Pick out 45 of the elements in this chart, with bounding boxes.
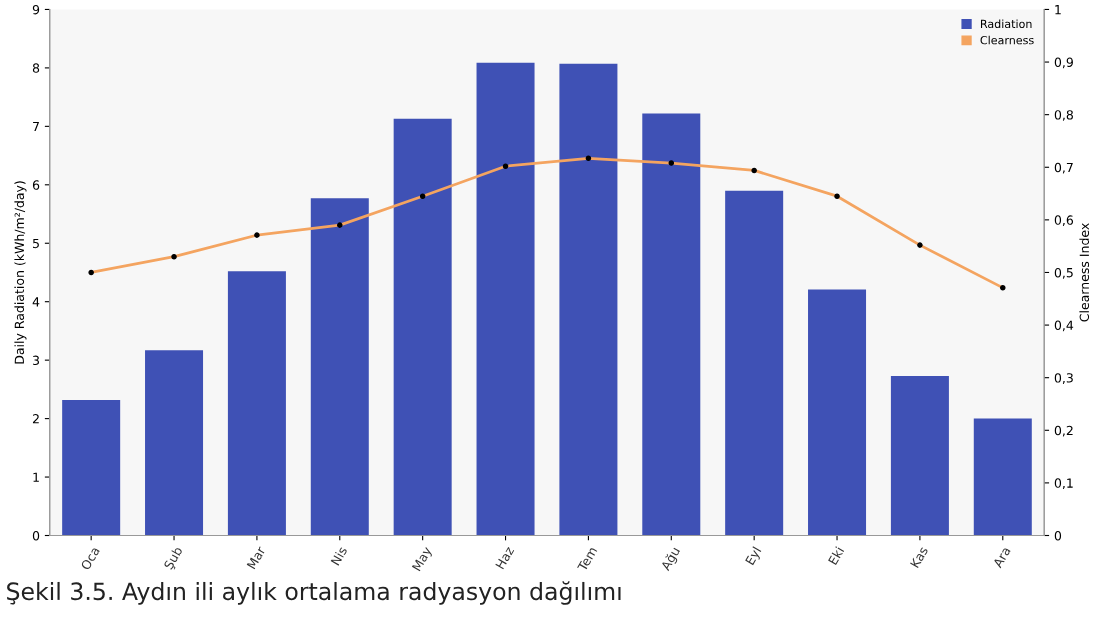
y-tick-label: 4: [32, 297, 40, 307]
y-tick-label: 1: [33, 472, 39, 482]
bar: [227, 271, 286, 536]
bar: [145, 350, 204, 536]
x-tick-label: Ara: [992, 546, 1011, 569]
bar: [310, 198, 369, 536]
y-tick-label: 8: [32, 63, 40, 73]
x-tick-label: Oca: [80, 546, 100, 571]
y2-tick-label: 0,4: [1054, 320, 1074, 332]
y2-tick-label: 0,1: [1054, 478, 1073, 490]
bar: [62, 399, 121, 536]
y2-tick-label: 0: [1054, 530, 1062, 541]
y2-tick-label: 0,8: [1054, 110, 1073, 121]
y2-tick-label: 1: [1055, 5, 1061, 15]
y2-tick-label: 0,2: [1054, 425, 1073, 437]
bar: [973, 418, 1032, 536]
x-tick-label: Eki: [827, 546, 845, 566]
text: Şekil 3.5. Aydın ili aylık ortalama radyasyon dağılımı: [7, 581, 621, 605]
bar: [476, 62, 535, 536]
y-axis-title: Daily Radiation (kWh/m²/day): [14, 181, 27, 364]
y-tick-label: 6: [32, 180, 40, 190]
bar: [393, 118, 452, 536]
y-tick-label: 5: [33, 238, 39, 249]
y-tick-label: 0: [32, 530, 40, 541]
y2-tick-label: 0,6: [1054, 215, 1074, 227]
x-tick-label: Nis: [330, 545, 348, 566]
bar: [725, 190, 784, 536]
y2-tick-label: 0,5: [1054, 267, 1073, 279]
y-tick-label: 2: [32, 414, 39, 424]
bar: [559, 63, 618, 536]
y2-tick-label: 0,7: [1054, 162, 1073, 174]
bar: [642, 113, 701, 536]
bar: [808, 289, 867, 536]
legend-label: Radiation: [981, 19, 1032, 29]
y2-tick-label: 0,3: [1054, 373, 1073, 384]
x-tick-label: Eyl: [744, 546, 764, 567]
bar: [890, 375, 949, 536]
y2-axis-title: Clearness Index: [1079, 223, 1090, 322]
legend-label: Clearness: [980, 35, 1034, 45]
x-tick-label: Tem: [577, 546, 598, 573]
y-tick-label: 9: [32, 4, 40, 15]
y-tick-label: 7: [33, 121, 39, 132]
y2-tick-label: 0,9: [1054, 57, 1073, 69]
x-tick-label: Kas: [910, 545, 929, 569]
y-tick-label: 3: [33, 355, 39, 366]
